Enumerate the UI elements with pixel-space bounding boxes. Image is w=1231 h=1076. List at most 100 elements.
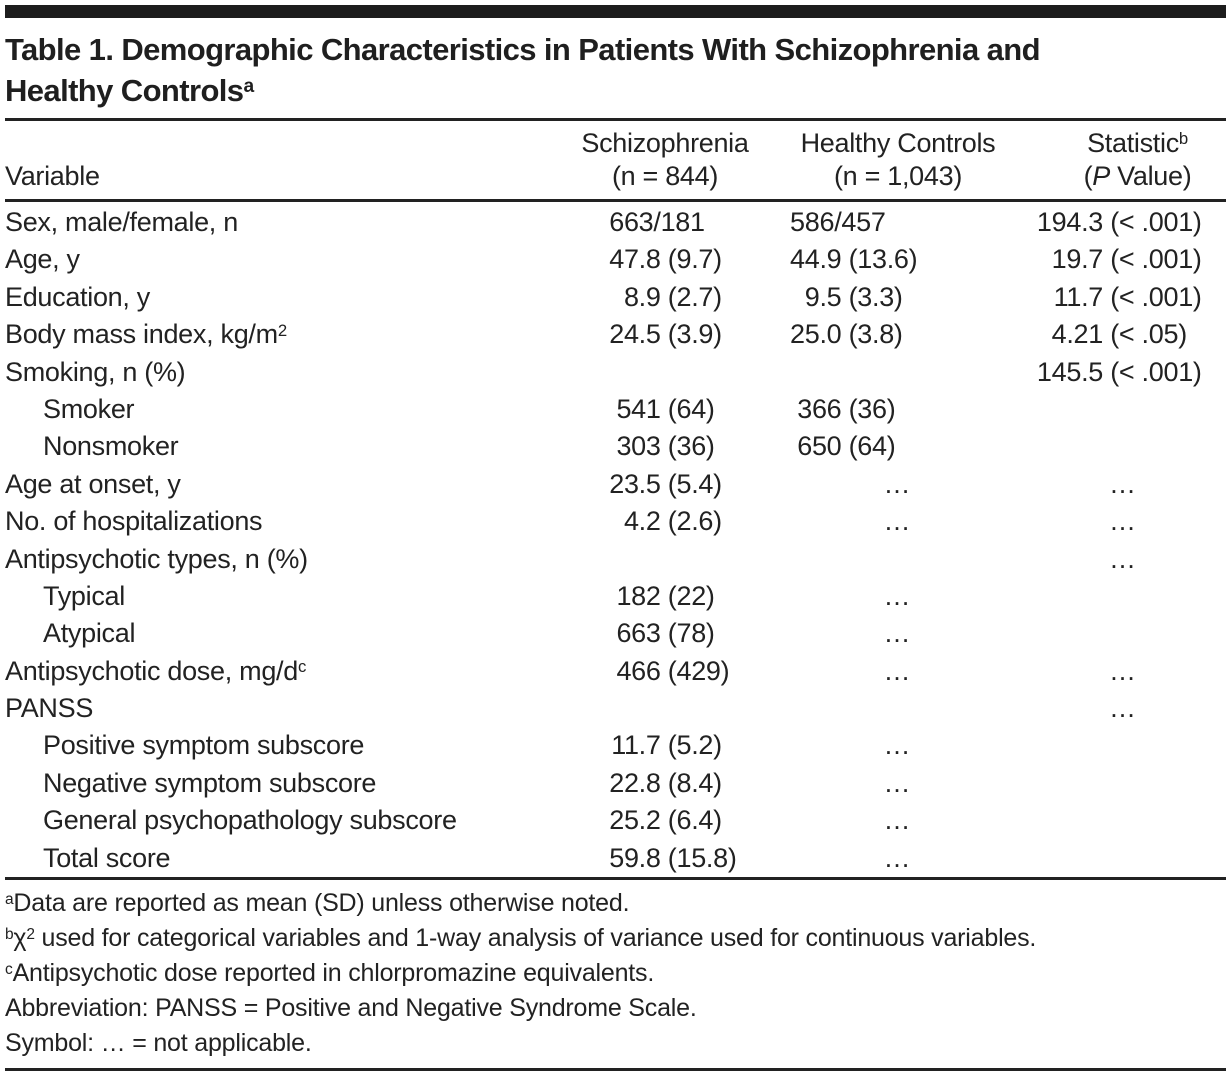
data-cell: …	[1109, 655, 1138, 686]
row-label: Antipsychotic types, n (%)	[5, 543, 308, 574]
title-line1: Table 1. Demographic Characteristics in …	[5, 32, 1041, 67]
header-statistic-footnote-marker: b	[1178, 129, 1188, 149]
table-row: Atypical 663 (78) …	[5, 615, 1226, 652]
footnotes: aData are reported as mean (SD) unless o…	[5, 886, 1226, 1061]
p-value-paren: (	[1083, 161, 1093, 191]
footnote-a-text: Data are reported as mean (SD) unless ot…	[13, 889, 630, 918]
row-label: Age at onset, y	[5, 468, 181, 499]
table-figure: Table 1. Demographic Characteristics in …	[0, 5, 1231, 1072]
data-cell: 9.5 (3.3)	[804, 281, 903, 312]
data-cell: …	[883, 730, 913, 761]
header-schizophrenia: Schizophrenia (n = 844)	[555, 127, 775, 193]
table-row: Total score 59.8 (15.8)…	[5, 840, 1226, 877]
data-cell: 23.5 (5.4)	[609, 468, 722, 499]
table-row: General psychopathology subscore 25.2 (6.…	[5, 802, 1226, 839]
header-statistic-line1: Statisticb	[1049, 127, 1226, 160]
data-cell: 19.7 (< .001)	[1051, 244, 1202, 275]
data-cell: …	[883, 767, 913, 798]
rule-below-title	[5, 118, 1226, 121]
row-label: Age, y	[5, 244, 80, 275]
data-cell: 25.0 (3.8)	[790, 319, 903, 350]
row-label-superscript: 2	[277, 320, 287, 340]
rule-below-header	[5, 199, 1226, 202]
row-label: Typical	[43, 580, 125, 611]
footnote-b-text: used for categorical variables and 1-way…	[34, 924, 1037, 953]
data-cell: 145.5 (< .001)	[1036, 356, 1202, 387]
table-row: Antipsychotic types, n (%)…	[5, 541, 1226, 578]
table-header-row: Variable Schizophrenia (n = 844) Healthy…	[5, 121, 1226, 199]
footnote-a-marker: a	[5, 891, 14, 909]
table-row: Smoker 541 (64) 366 (36)	[5, 391, 1226, 428]
data-cell	[1021, 802, 1226, 839]
data-cell: …	[883, 618, 913, 649]
data-cell: 4.2 (2.6)	[623, 506, 722, 537]
data-cell: 11.7 (5.2)	[611, 730, 722, 761]
table-body: Sex, male/female, n 663/181 586/457 194.3 (…	[5, 202, 1226, 877]
row-label: Positive symptom subscore	[43, 730, 365, 761]
data-cell	[1021, 578, 1226, 615]
data-cell	[1021, 765, 1226, 802]
data-cell: 663 (78)	[616, 618, 715, 649]
data-cell: 11.7 (< .001)	[1053, 281, 1202, 312]
data-cell: 303 (36)	[616, 431, 715, 462]
table-row: Typical 182 (22)…	[5, 578, 1226, 615]
row-label: General psychopathology subscore	[43, 805, 457, 836]
data-cell	[1021, 428, 1226, 465]
data-cell: 650 (64)	[797, 431, 896, 462]
footnote-c-text: Antipsychotic dose reported in chlorprom…	[12, 959, 655, 988]
data-cell: 541 (64)	[616, 393, 715, 424]
table-row: No. of hospitalizations 4.2 (2.6)……	[5, 503, 1226, 540]
data-cell: 663/181	[609, 207, 705, 237]
table-row: Positive symptom subscore 11.7 (5.2) …	[5, 727, 1226, 764]
header-schizophrenia-line1: Schizophrenia	[581, 128, 749, 158]
data-cell: 4.21 (< .05)	[1051, 319, 1188, 350]
row-label: Smoking, n (%)	[5, 356, 186, 387]
footnote-b-marker: b	[5, 926, 14, 944]
row-label: PANSS	[5, 693, 94, 724]
data-cell: …	[883, 506, 913, 537]
data-cell: 466 (429)	[616, 655, 730, 686]
footnote-b-squared: 2	[26, 926, 35, 944]
top-bar	[5, 5, 1226, 18]
data-cell	[555, 541, 775, 578]
header-statistic: Statisticb (P Value)	[1021, 127, 1226, 193]
footnote-c: cAntipsychotic dose reported in chlorpro…	[5, 956, 1226, 991]
row-label: Sex, male/female, n	[5, 207, 238, 237]
footnote-a: aData are reported as mean (SD) unless o…	[5, 886, 1226, 921]
table-row: Smoking, n (%) 145.5 (< .001)	[5, 354, 1226, 391]
table-title: Table 1. Demographic Characteristics in …	[5, 29, 1226, 111]
table-row: Antipsychotic dose, mg/dc 466 (429) … …	[5, 653, 1226, 690]
header-healthy-controls-line1: Healthy Controls	[800, 128, 996, 158]
rule-above-footnotes	[5, 877, 1226, 881]
data-cell: 25.2 (6.4)	[609, 805, 722, 836]
data-cell: 22.8 (8.4)	[609, 767, 722, 798]
data-cell: 44.9 (13.6)	[790, 244, 918, 275]
footnote-symbol: Symbol: … = not applicable.	[5, 1029, 312, 1058]
data-cell	[1021, 615, 1226, 652]
data-cell: …	[1109, 468, 1138, 499]
data-cell: 182 (22)	[616, 580, 715, 611]
table-row: Age, y 47.8 (9.7) 44.9 (13.6) 19.7 (< .001)	[5, 241, 1226, 278]
table-row: Nonsmoker 303 (36) 650 (64)	[5, 428, 1226, 465]
data-cell	[555, 690, 775, 727]
table-row: Education, y 8.9 (2.7) 9.5 (3.3) 11.7 (< .0…	[5, 279, 1226, 316]
data-cell	[775, 354, 1021, 391]
data-cell: 8.9 (2.7)	[623, 281, 722, 312]
row-label: Antipsychotic dose, mg/dc	[5, 655, 307, 686]
row-label: Atypical	[43, 618, 136, 649]
data-cell	[1021, 391, 1226, 428]
data-cell	[1021, 727, 1226, 764]
header-variable: Variable	[5, 161, 100, 191]
data-cell	[775, 541, 1021, 578]
header-statistic-text: Statistic	[1087, 128, 1179, 158]
data-cell: 586/457	[790, 207, 886, 237]
table-row: Age at onset, y 23.5 (5.4)……	[5, 466, 1226, 503]
data-cell	[555, 354, 775, 391]
data-cell: 47.8 (9.7)	[609, 244, 722, 275]
data-cell: …	[1109, 506, 1138, 537]
data-cell: …	[883, 842, 913, 873]
table-row: PANSS…	[5, 690, 1226, 727]
data-cell: …	[883, 655, 913, 686]
data-cell	[1021, 840, 1226, 877]
title-line2: Healthy Controls	[5, 73, 244, 108]
